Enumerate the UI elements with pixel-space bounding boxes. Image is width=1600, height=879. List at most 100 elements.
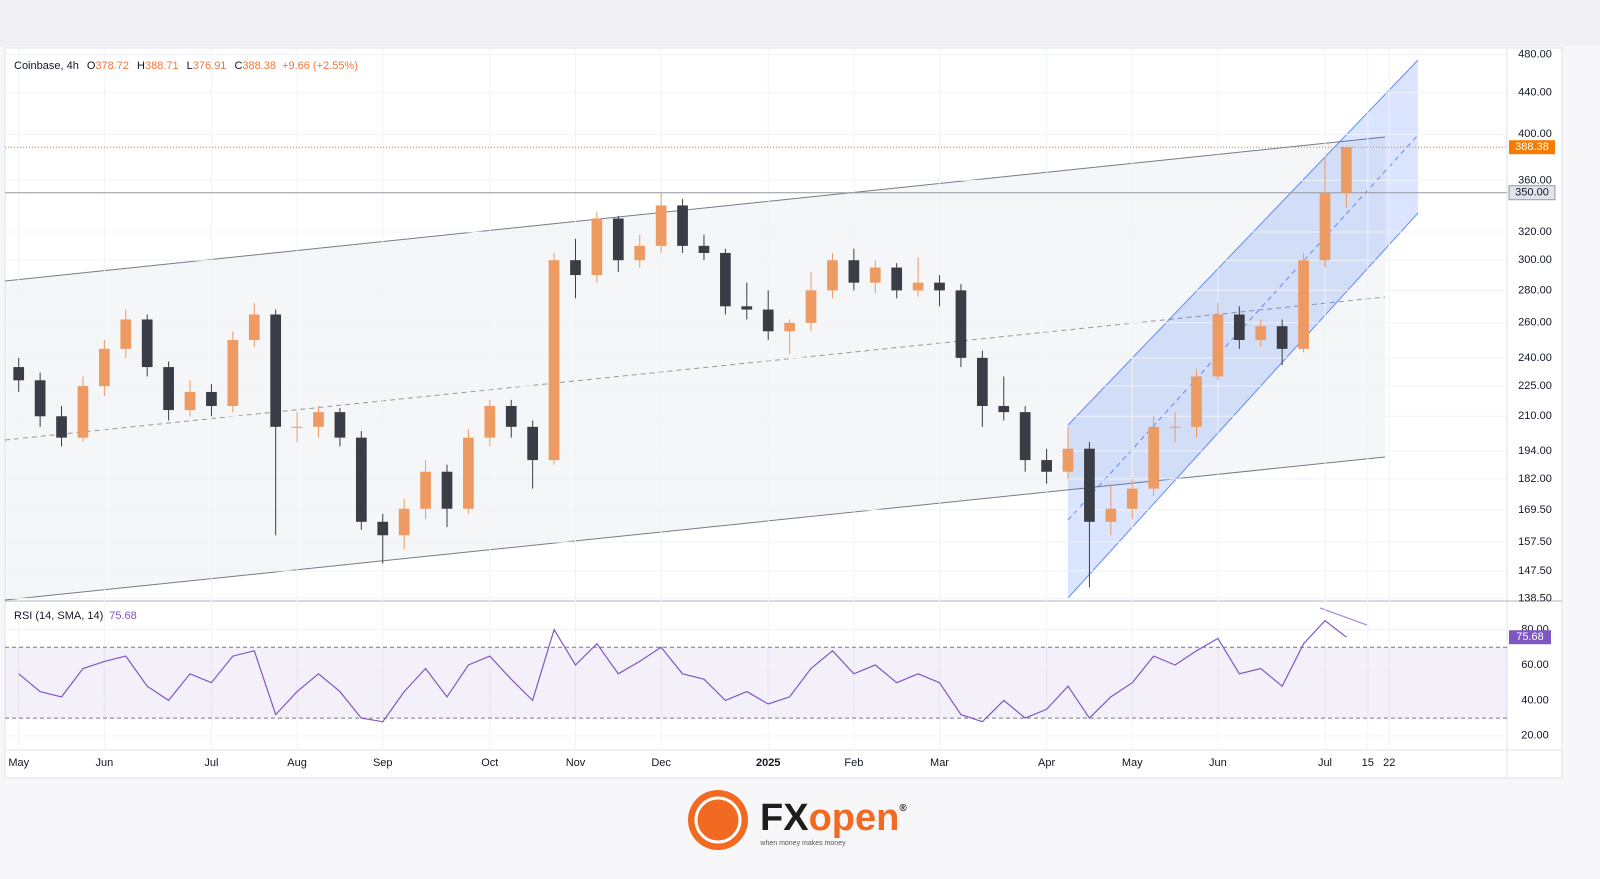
candle-body [1341, 147, 1352, 193]
candle-body [1255, 326, 1267, 340]
candle-body [420, 471, 431, 509]
candle-body [1319, 192, 1331, 261]
ohlc-value: 388.71 [145, 60, 179, 72]
y-tick-label: 300.00 [1518, 254, 1552, 266]
candle-body [1233, 314, 1245, 340]
candle-body [377, 521, 389, 536]
candle-body [34, 380, 46, 417]
y-tick-label: 225.00 [1518, 380, 1552, 392]
rsi-current: 75.68 [109, 610, 137, 622]
candle-body [677, 205, 688, 246]
channel-top [4, 136, 1386, 282]
candle-body [334, 412, 346, 438]
x-tick-label: Apr [1038, 757, 1055, 769]
candle-body [1212, 314, 1224, 377]
candle-body [655, 205, 667, 246]
ohlc-value: 388.38 [242, 60, 276, 72]
candle-body [720, 252, 731, 307]
symbol: Coinbase, 4h [14, 60, 79, 72]
x-tick-label: May [1122, 757, 1143, 769]
candle-body [955, 290, 967, 358]
x-tick-label: May [8, 757, 29, 769]
candle-body [612, 218, 624, 261]
candle-body [313, 412, 324, 427]
x-tick-label: Mar [930, 757, 949, 769]
y-tick-label: 240.00 [1518, 352, 1552, 364]
x-tick-label: Jul [1318, 757, 1332, 769]
candle-body [1191, 376, 1202, 427]
candle-body [270, 314, 282, 427]
candle-body [548, 260, 560, 461]
candle-body [848, 260, 860, 283]
candle-body [13, 367, 25, 381]
candle-body [934, 282, 945, 291]
ohlc-value: 376.91 [193, 60, 227, 72]
candle-body [784, 322, 795, 332]
candle-body [398, 508, 410, 536]
level-label: 350.00 [1515, 187, 1549, 199]
candle-body [698, 245, 710, 253]
level-label-box [1508, 185, 1556, 201]
x-tick-label: Feb [844, 757, 863, 769]
chart-header: Coinbase, 4h O378.72 H388.71 L376.91 C388.38… [14, 60, 358, 72]
candle-body [998, 405, 1010, 413]
candle-body [1062, 448, 1074, 472]
rsi-value-box [1509, 630, 1551, 645]
x-tick-label: Jul [204, 757, 218, 769]
candle-body [77, 386, 89, 438]
candle-body [505, 405, 517, 427]
candle-body [527, 426, 539, 461]
logo-ring [694, 796, 742, 844]
ohlc-key: C [234, 60, 242, 72]
y-tick-label: 280.00 [1518, 284, 1552, 296]
ohlc-value: 378.72 [95, 60, 129, 72]
y-tick-label: 360.00 [1518, 174, 1552, 186]
candle-body [912, 282, 924, 291]
y-tick-label: 260.00 [1518, 317, 1552, 329]
candle-body [1276, 326, 1288, 349]
candle-body [291, 426, 303, 428]
candle-body [591, 218, 603, 276]
ohlc-key: O [87, 60, 96, 72]
last-price-box [1509, 140, 1555, 155]
x-tick-label: Dec [651, 757, 671, 769]
blue-channel-top [1067, 59, 1419, 426]
y-tick-label: 147.50 [1518, 565, 1552, 577]
divergence-line [1319, 607, 1368, 626]
rsi-band [5, 647, 1507, 719]
candle-body [1019, 412, 1031, 461]
x-tick-label: 15 [1362, 757, 1374, 769]
candle-body [184, 391, 196, 411]
channel-mid [4, 296, 1386, 441]
y-tick-label: 138.50 [1518, 592, 1552, 604]
candle-body [634, 245, 646, 261]
x-tick-label: Nov [566, 757, 586, 769]
x-tick-label: Oct [481, 757, 498, 769]
rsi-tick-label: 60.00 [1521, 659, 1549, 671]
candle-body [484, 405, 496, 438]
y-tick-label: 480.00 [1518, 48, 1552, 60]
blue-channel-mid [1067, 134, 1419, 521]
rsi-header: RSI (14, SMA, 14) 75.68 [14, 610, 137, 622]
candle-body [99, 348, 110, 387]
candle-body [441, 471, 453, 509]
candle-body [120, 319, 132, 349]
blue-channel-bottom [1067, 212, 1419, 599]
candle-body [206, 391, 217, 406]
candle-body [1148, 426, 1160, 489]
candle-body [762, 309, 774, 332]
rsi-tick-label: 40.00 [1521, 694, 1549, 706]
rsi-value-label: 75.68 [1516, 631, 1544, 643]
ohlc-key: L [187, 60, 193, 72]
candle-body [1126, 488, 1138, 509]
top-bar [0, 0, 1600, 46]
ohlc-key: H [137, 60, 145, 72]
y-tick-label: 169.50 [1518, 504, 1552, 516]
rsi-tick-label: 20.00 [1521, 730, 1549, 742]
candle-body [56, 416, 67, 438]
candle-body [805, 290, 817, 323]
rsi-line [18, 619, 1347, 723]
candle-body [1169, 426, 1181, 428]
logo-text: FXopen® [760, 797, 907, 839]
